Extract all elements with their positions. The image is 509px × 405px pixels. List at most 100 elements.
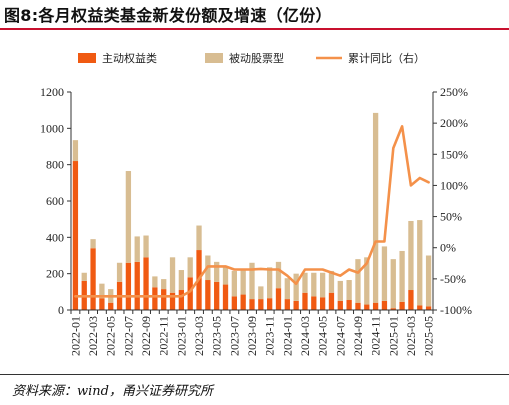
bar-active-2023-02 [187, 277, 193, 310]
bar-active-2023-12 [275, 288, 282, 310]
x-tick-label: 2024-09 [351, 316, 365, 356]
x-tick-label: 2022-11 [157, 316, 171, 356]
legend-swatch-0 [78, 53, 96, 63]
bar-passive-2024-10 [364, 257, 370, 305]
bar-active-2022-07 [125, 262, 132, 310]
bar-active-2024-10 [364, 304, 370, 310]
x-tick-label: 2023-09 [245, 316, 259, 356]
legend-label-2: 累计同比（右） [348, 51, 425, 65]
bar-active-2023-04 [205, 280, 211, 310]
bar-passive-2024-05 [319, 272, 326, 298]
left-tick-label: 1200 [40, 85, 64, 99]
source-rule [0, 374, 509, 375]
bar-passive-2022-02 [81, 272, 87, 281]
bar-passive-2022-12 [169, 257, 176, 293]
bar-active-2024-01 [284, 299, 290, 310]
bar-passive-2023-06 [222, 266, 229, 285]
bar-active-2023-01 [178, 290, 185, 310]
source-note: 资料来源：wind，甬兴证券研究所 [12, 384, 213, 399]
bar-passive-2024-07 [337, 280, 343, 301]
bar-active-2024-02 [293, 300, 299, 310]
bar-active-2025-04 [417, 305, 423, 310]
bar-active-2022-04 [99, 298, 105, 310]
right-tick-label: 50% [440, 210, 462, 224]
x-tick-label: 2023-03 [192, 316, 206, 356]
bar-passive-2023-02 [187, 257, 193, 278]
left-tick-label: 800 [46, 158, 64, 172]
left-tick-label: 600 [46, 194, 64, 208]
left-tick-label: 200 [46, 267, 64, 281]
bar-passive-2022-11 [161, 279, 167, 290]
bar-passive-2025-01 [390, 259, 396, 309]
bar-passive-2022-04 [99, 283, 105, 299]
bar-active-2022-03 [90, 248, 96, 310]
bar-passive-2023-07 [231, 270, 237, 297]
x-tick-label: 2024-11 [369, 316, 383, 356]
bar-active-2024-03 [302, 292, 308, 310]
bar-passive-2024-12 [381, 246, 388, 301]
series-line-growth [74, 125, 430, 298]
bar-active-2022-12 [169, 292, 176, 310]
growth-line-layer [74, 125, 430, 298]
bar-passive-2023-03 [196, 225, 202, 251]
right-tick-label: 0% [440, 241, 456, 255]
axes: 0 200 400 600 800 1000 1200 -100% -50% 0% 50% 100% 1… [40, 85, 472, 356]
bar-active-2023-11 [267, 298, 273, 310]
bar-group [72, 112, 432, 310]
bar-passive-2025-03 [408, 220, 414, 291]
right-tick-label: 150% [440, 147, 468, 161]
bar-active-2024-07 [337, 300, 343, 310]
bar-active-2022-05 [108, 302, 114, 310]
bar-active-2024-06 [328, 292, 335, 310]
right-tick-label: -50% [440, 272, 466, 286]
x-tick-label: 2023-01 [174, 316, 188, 356]
bar-active-2023-06 [222, 284, 229, 310]
x-tick-label: 2023-07 [227, 316, 241, 356]
bar-passive-2022-08 [134, 236, 140, 262]
legend: 主动权益类 被动股票型 累计同比（右） [78, 51, 425, 65]
bar-passive-2023-01 [178, 270, 185, 291]
bar-active-2023-10 [258, 299, 264, 310]
bar-passive-2024-09 [355, 259, 361, 303]
x-tick-label: 2022-07 [121, 316, 135, 356]
bar-passive-2024-01 [284, 278, 290, 300]
bar-active-2024-09 [355, 302, 361, 310]
bar-active-2023-09 [249, 299, 255, 310]
x-tick-label: 2025-01 [386, 316, 400, 356]
legend-label-1: 被动股票型 [229, 51, 284, 65]
bar-passive-2025-02 [399, 250, 405, 302]
bar-passive-2023-11 [267, 267, 273, 299]
bar-active-2023-07 [231, 296, 237, 310]
bar-active-2023-05 [214, 281, 220, 310]
bar-passive-2022-01 [72, 140, 79, 162]
bar-passive-2022-03 [90, 239, 96, 249]
bar-active-2024-05 [319, 297, 326, 310]
left-tick-label: 400 [46, 230, 64, 244]
title-underline [0, 28, 509, 30]
bar-active-2025-03 [408, 290, 414, 310]
right-tick-label: 200% [440, 116, 468, 130]
x-tick-label: 2025-03 [404, 316, 418, 356]
bar-passive-2025-05 [425, 255, 432, 307]
right-tick-label: 100% [440, 178, 468, 192]
legend-label-0: 主动权益类 [102, 51, 157, 65]
x-tick-label: 2024-01 [280, 316, 294, 356]
bar-passive-2024-04 [311, 272, 317, 297]
bar-passive-2022-10 [152, 276, 158, 288]
bar-active-2025-05 [425, 306, 432, 310]
right-tick-label: -100% [440, 303, 472, 317]
bar-active-2022-08 [134, 261, 140, 310]
bar-passive-2022-07 [125, 171, 132, 263]
x-tick-label: 2025-05 [422, 316, 436, 356]
chart-title: 图8:各月权益类基金新发份额及增速（亿份） [4, 6, 332, 25]
bar-passive-2023-12 [275, 261, 282, 289]
bar-passive-2024-08 [346, 280, 352, 301]
bar-passive-2023-10 [258, 286, 264, 300]
chart-canvas: 主动权益类 被动股票型 累计同比（右） 0 200 400 600 800 1000 1200 -… [40, 51, 472, 356]
x-tick-label: 2022-03 [86, 316, 100, 356]
legend-swatch-1 [205, 53, 223, 63]
bar-active-2022-01 [72, 161, 79, 310]
bar-passive-2025-04 [417, 220, 423, 306]
bar-active-2024-12 [381, 300, 388, 310]
bar-active-2024-08 [346, 300, 352, 310]
